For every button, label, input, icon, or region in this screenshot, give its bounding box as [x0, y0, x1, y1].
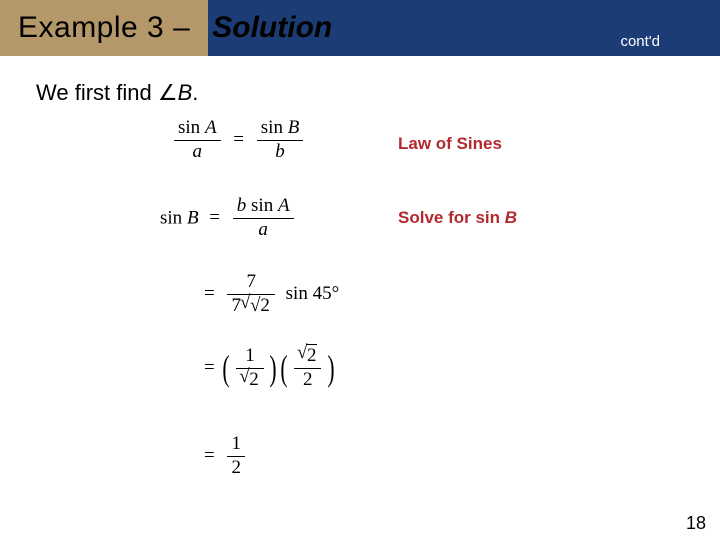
- intro-prefix: We first find: [36, 80, 158, 105]
- eq2-lhs: sin B: [160, 207, 199, 228]
- eq4-frac2: √2 2: [294, 346, 322, 391]
- annotation-solve-var: B: [505, 208, 517, 227]
- equals-3: =: [204, 283, 215, 304]
- title-left-block: Example 3 –: [0, 0, 208, 56]
- eq-substitute: = 7 7√√2 sin 45°: [204, 272, 339, 317]
- equals-1: =: [233, 129, 244, 150]
- eq2-num: b sin A: [233, 196, 294, 219]
- eq4-p1-den: √2: [236, 369, 264, 391]
- annotation-law-of-sines: Law of Sines: [398, 134, 502, 154]
- intro-suffix: .: [192, 80, 198, 105]
- eq4-p2-num: √2: [294, 346, 322, 369]
- lparen-1: (: [223, 350, 230, 386]
- annotation-solve-prefix: Solve for sin: [398, 208, 505, 227]
- eq1-lhs-den: a: [174, 141, 221, 163]
- eq-result: = 1 2: [204, 434, 247, 479]
- intro-var: B: [178, 80, 193, 105]
- eq3-num: 7: [227, 272, 274, 295]
- page-number: 18: [686, 513, 706, 534]
- eq1-lhs-num: sin A: [174, 118, 221, 141]
- eq1-rhs-den: b: [257, 141, 304, 163]
- eq3-frac: 7 7√√2: [227, 272, 274, 317]
- eq2-den: a: [233, 219, 294, 241]
- title-right-block: Solution: [208, 0, 344, 56]
- eq2-rhs: b sin A a: [233, 196, 294, 241]
- eq3-mult: sin 45°: [286, 283, 340, 304]
- contd-label: cont'd: [620, 33, 660, 50]
- eq4-p2-den: 2: [294, 369, 322, 391]
- eq1-rhs-num: sin B: [257, 118, 304, 141]
- eq-solve-sinb: sin B = b sin A a: [160, 196, 296, 241]
- title-right-text: Solution: [212, 11, 332, 45]
- eq5-frac: 1 2: [227, 434, 245, 479]
- annotation-solve: Solve for sin B: [398, 208, 517, 228]
- eq5-num: 1: [227, 434, 245, 457]
- equals-5: =: [204, 445, 215, 466]
- title-bar: Example 3 – Solution cont'd: [0, 0, 720, 56]
- intro-line: We first find ∠B.: [36, 80, 684, 106]
- lparen-2: (: [281, 350, 288, 386]
- angle-symbol: ∠: [158, 80, 178, 105]
- title-left-text: Example 3 –: [18, 11, 190, 45]
- eq1-rhs: sin B b: [257, 118, 304, 163]
- eq3-den: 7√√2: [227, 295, 274, 317]
- eq-law-of-sines: sin A a = sin B b: [172, 118, 305, 163]
- equals-2: =: [209, 207, 220, 228]
- equals-4: =: [204, 357, 215, 378]
- eq5-den: 2: [227, 457, 245, 479]
- eq1-lhs: sin A a: [174, 118, 221, 163]
- content-area: We first find ∠B. sin A a = sin B b Law …: [0, 56, 720, 540]
- rparen-1: ): [270, 350, 277, 386]
- eq4-frac1: 1 √2: [236, 346, 264, 391]
- eq-simplify: = ( 1 √2 ) ( √2 2 ): [204, 346, 334, 391]
- rparen-2: ): [328, 350, 335, 386]
